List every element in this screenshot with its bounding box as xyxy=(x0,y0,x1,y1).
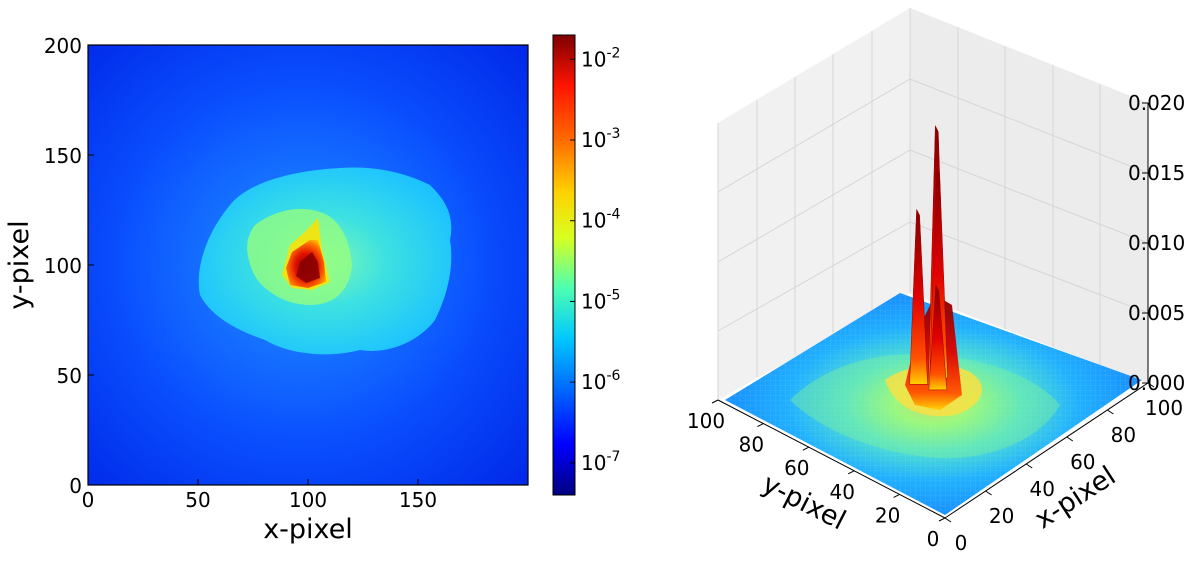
surface-ztick-label: 0.000 xyxy=(1128,371,1185,395)
surface-ytick-mark xyxy=(893,493,900,498)
surface-ytick-label: 0 xyxy=(927,527,940,551)
surface-grid xyxy=(717,8,1149,400)
surface-ytick-mark xyxy=(847,470,855,475)
surface-xtick-mark xyxy=(944,517,952,523)
surface-ytick-mark xyxy=(938,517,946,522)
surface-ytick-label: 40 xyxy=(829,480,854,504)
surface-ytick-mark xyxy=(802,446,810,451)
surface-pane-left xyxy=(718,8,910,400)
surface-xtick-mark xyxy=(1025,463,1033,469)
heatmap-ylabel: y-pixel xyxy=(4,220,35,309)
surface-ytick-mark xyxy=(757,423,764,428)
heatmap-ytick-label: 150 xyxy=(44,144,82,168)
colorbar-tick-label: 10-7 xyxy=(581,449,620,475)
heatmap-image xyxy=(88,45,528,485)
heatmap-xtick-label: 100 xyxy=(289,488,327,512)
surface-xtick-label: 60 xyxy=(1070,450,1095,474)
heatmap-ytick-label: 200 xyxy=(44,34,82,58)
surface-ztick-label: 0.020 xyxy=(1128,91,1185,115)
colorbar-tick-label: 10-3 xyxy=(581,126,620,152)
surface-ytick-label: 60 xyxy=(784,456,809,480)
surface-ytick-label: 20 xyxy=(875,503,900,527)
surface-xtick-label: 20 xyxy=(989,504,1014,528)
colorbar-tick-label: 10-6 xyxy=(581,368,621,394)
surface-ytick-mark xyxy=(711,399,719,404)
surface-xtick-label: 0 xyxy=(955,531,968,555)
surface-ytick-label: 80 xyxy=(739,433,764,457)
surface-xtick-mark xyxy=(1066,436,1074,442)
surface-peaks xyxy=(905,125,962,410)
surface-xtick-label: 100 xyxy=(1145,396,1183,420)
heatmap-xtick-label: 150 xyxy=(399,488,437,512)
surface-xtick-mark xyxy=(1107,409,1114,415)
surface-xtick-mark xyxy=(985,490,992,496)
colorbar-tick-label: 10-4 xyxy=(581,207,621,233)
heatmap-panel: 0 50 100 150 0 50 100 150 200 x-pixel y-pixel xyxy=(4,34,529,545)
colorbar: 10-7 10-6 10-5 10-4 10-3 10-2 xyxy=(552,34,621,496)
heatmap-xlabel: x-pixel xyxy=(263,514,353,545)
surface-axes: 0204060801000204060801000.0000.0050.0100… xyxy=(687,91,1185,555)
colorbar-ticks: 10-7 10-6 10-5 10-4 10-3 10-2 xyxy=(570,45,621,475)
colorbar-tick-label: 10-5 xyxy=(581,287,620,313)
heatmap-ytick-label: 100 xyxy=(44,254,82,278)
colorbar-tick-label: 10-2 xyxy=(581,45,620,71)
heatmap-ytick-label: 50 xyxy=(57,364,82,388)
surface-panel: 0204060801000204060801000.0000.0050.0100… xyxy=(687,8,1185,555)
surface-xtick-label: 80 xyxy=(1111,423,1136,447)
heatmap-ytick-label: 0 xyxy=(69,474,82,498)
heatmap-xtick-label: 0 xyxy=(82,488,95,512)
surface-xtick-label: 40 xyxy=(1029,477,1054,501)
surface-ytick-label: 100 xyxy=(687,409,725,433)
surface-ztick-label: 0.015 xyxy=(1128,161,1185,185)
colorbar-gradient xyxy=(552,34,576,496)
surface-peak xyxy=(909,209,928,385)
surface-xtick-mark xyxy=(1147,382,1155,388)
heatmap-axes: 0 50 100 150 0 50 100 150 200 xyxy=(44,34,437,512)
surface-ztick-label: 0.005 xyxy=(1128,301,1185,325)
surface-pane-right xyxy=(910,8,1148,383)
surface-peak xyxy=(928,283,948,391)
heatmap-xtick-label: 50 xyxy=(185,488,210,512)
surface-ztick-label: 0.010 xyxy=(1128,231,1185,255)
